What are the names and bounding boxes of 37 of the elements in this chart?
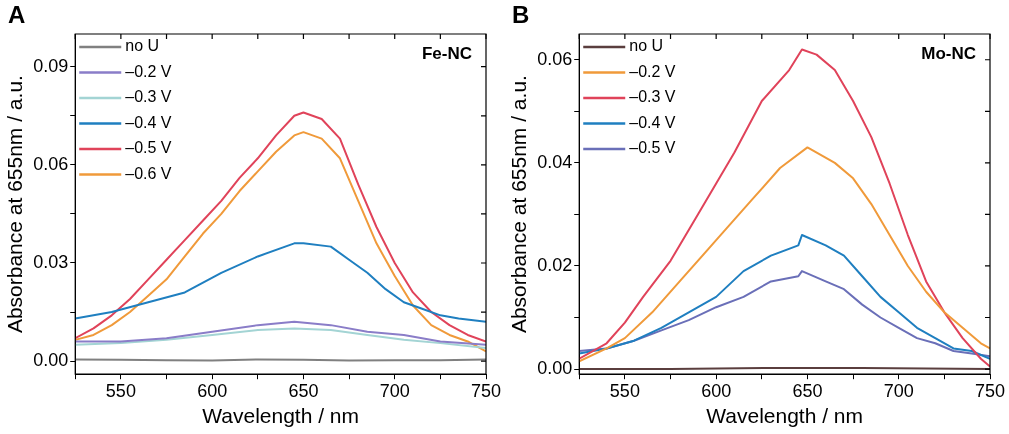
- annotation: Fe-NC: [421, 44, 472, 64]
- x-tick-label: 750: [974, 380, 1006, 401]
- annotation: Mo-NC: [921, 44, 976, 64]
- y-tick-label: 0.02: [537, 254, 573, 275]
- legend-label: –0.4 V: [125, 113, 172, 131]
- legend-label: no U: [629, 37, 664, 55]
- legend-label: –0.5 V: [125, 139, 172, 157]
- x-tick-label: 600: [197, 380, 228, 401]
- legend-label: –0.6 V: [125, 164, 172, 182]
- y-tick-label: 0.09: [33, 55, 69, 76]
- legend-label: –0.4 V: [629, 113, 676, 131]
- legend-label: –0.3 V: [629, 88, 676, 106]
- y-tick-label: 0.00: [33, 350, 69, 371]
- chart-title: A: [8, 0, 26, 28]
- x-tick-label: 600: [701, 380, 732, 401]
- y-tick-label: 0.00: [537, 358, 573, 379]
- y-tick-label: 0.06: [537, 48, 573, 69]
- x-axis-title: Wavelength / nm: [202, 404, 360, 428]
- y-tick-label: 0.03: [33, 251, 69, 272]
- x-tick-label: 700: [883, 380, 914, 401]
- y-tick-label: 0.04: [537, 151, 573, 172]
- y-axis-title: Absorbance at 655nm / a.u.: [507, 75, 531, 334]
- x-axis-title: Wavelength / nm: [706, 404, 864, 428]
- x-tick-label: 650: [792, 380, 823, 401]
- x-tick-label: 550: [609, 380, 640, 401]
- legend-label: no U: [125, 37, 160, 55]
- chart-title: B: [512, 0, 530, 28]
- x-tick-label: 550: [105, 380, 136, 401]
- legend-label: –0.5 V: [629, 139, 676, 157]
- legend-label: –0.3 V: [125, 88, 172, 106]
- legend-label: –0.2 V: [629, 62, 676, 80]
- x-tick-label: 700: [379, 380, 410, 401]
- x-tick-label: 750: [470, 380, 502, 401]
- x-tick-label: 650: [288, 380, 319, 401]
- y-axis-title: Absorbance at 655nm / a.u.: [3, 75, 27, 334]
- legend-label: –0.2 V: [125, 62, 172, 80]
- y-tick-label: 0.06: [33, 153, 69, 174]
